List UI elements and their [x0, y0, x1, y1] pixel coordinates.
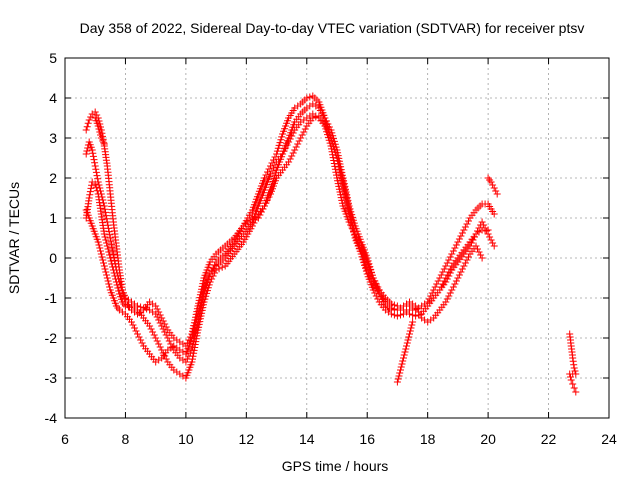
x-tick-label: 24	[601, 431, 617, 447]
x-tick-label: 16	[359, 431, 375, 447]
x-tick-label: 12	[239, 431, 255, 447]
x-tick-label: 18	[420, 431, 436, 447]
x-axis-title: GPS time / hours	[282, 458, 389, 474]
y-tick-label: -4	[45, 410, 58, 426]
y-tick-label: 0	[49, 250, 57, 266]
y-tick-labels: -4 -3 -2 -1 0 1 2 3 4 5	[45, 50, 58, 426]
y-tick-label: 4	[49, 90, 57, 106]
x-tick-label: 20	[480, 431, 496, 447]
y-tick-label: 1	[49, 210, 57, 226]
axis-ticks	[64, 57, 610, 419]
y-tick-label: -2	[45, 330, 58, 346]
y-tick-label: -1	[45, 290, 58, 306]
y-tick-label: 2	[49, 170, 57, 186]
chart-title: Day 358 of 2022, Sidereal Day-to-day VTE…	[80, 20, 585, 36]
grid-lines	[65, 58, 609, 418]
x-tick-label: 14	[299, 431, 315, 447]
x-tick-label: 8	[122, 431, 130, 447]
x-tick-labels: 6 8 10 12 14 16 18 20 22 24	[61, 431, 617, 447]
x-tick-label: 22	[541, 431, 557, 447]
data-points	[82, 92, 580, 396]
y-tick-label: 5	[49, 50, 57, 66]
plot-frame	[64, 57, 610, 419]
x-tick-label: 10	[178, 431, 194, 447]
series-ptsv-markers	[82, 92, 580, 396]
y-axis-title: SDTVAR / TECUs	[6, 182, 22, 294]
y-tick-label: -3	[45, 370, 58, 386]
x-tick-label: 6	[61, 431, 69, 447]
y-tick-label: 3	[49, 130, 57, 146]
